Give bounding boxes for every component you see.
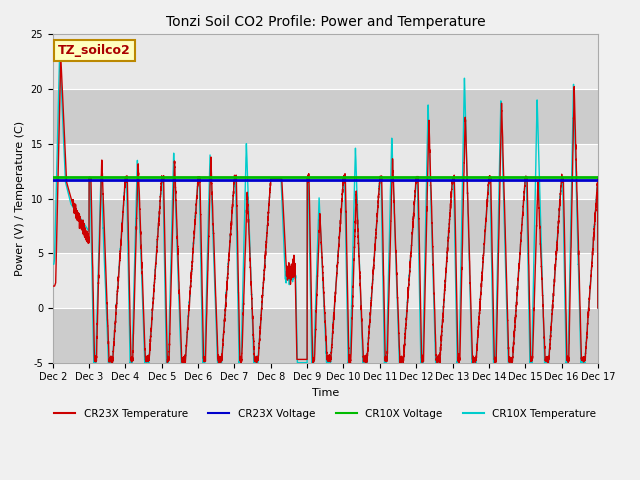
CR10X Temperature [181, 358, 189, 363]
Bar [52, 199, 598, 253]
Text: TZ_soilco2: TZ_soilco2 [58, 44, 131, 57]
CR23X Temperature [433, 362, 441, 368]
CR10X Temperature [49, 261, 56, 267]
Bar [52, 144, 598, 199]
CR23X Temperature [293, 357, 301, 362]
CR23X Temperature [175, 293, 183, 299]
Bar [52, 253, 598, 308]
CR23X Voltage [85, 177, 93, 183]
Line: CR10X Temperature: CR10X Temperature [52, 51, 598, 365]
Legend: CR23X Temperature, CR23X Voltage, CR10X Voltage, CR10X Temperature: CR23X Temperature, CR23X Voltage, CR10X … [50, 405, 600, 423]
Line: CR23X Temperature: CR23X Temperature [52, 56, 598, 365]
CR10X Voltage [85, 174, 93, 180]
Bar [52, 89, 598, 144]
CR23X Temperature [594, 305, 602, 311]
X-axis label: Time: Time [312, 388, 339, 398]
CR10X Temperature [293, 350, 301, 356]
Y-axis label: Power (V) / Temperature (C): Power (V) / Temperature (C) [15, 121, 25, 276]
Bar [52, 35, 598, 89]
CR23X Temperature [255, 356, 262, 361]
CR23X Temperature [181, 358, 189, 363]
Title: Tonzi Soil CO2 Profile: Power and Temperature: Tonzi Soil CO2 Profile: Power and Temper… [166, 15, 485, 29]
CR10X Temperature [435, 362, 442, 368]
CR10X Temperature [590, 233, 598, 239]
CR10X Voltage [49, 174, 56, 180]
CR23X Temperature [57, 53, 65, 59]
CR10X Temperature [175, 311, 183, 316]
CR23X Temperature [49, 283, 56, 289]
Bar [52, 308, 598, 363]
CR23X Temperature [590, 234, 598, 240]
CR10X Temperature [255, 353, 262, 359]
CR10X Temperature [56, 48, 63, 54]
CR10X Temperature [179, 361, 186, 367]
CR23X Voltage [49, 177, 56, 183]
CR10X Temperature [594, 305, 602, 311]
CR23X Temperature [179, 357, 186, 362]
